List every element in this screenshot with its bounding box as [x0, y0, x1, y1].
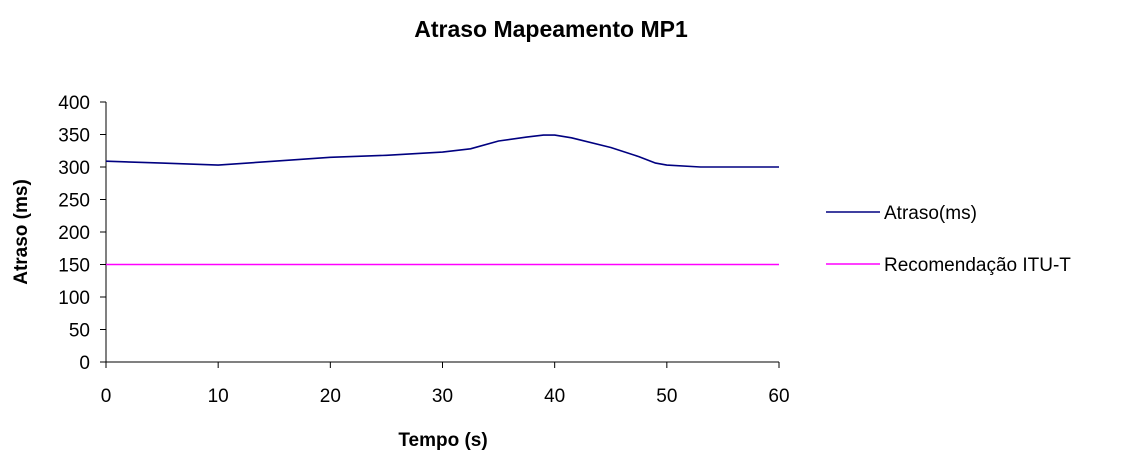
- x-tick-label: 20: [320, 386, 341, 407]
- y-tick-label: 250: [58, 191, 90, 212]
- x-tick-label: 40: [544, 386, 565, 407]
- legend-label-1: Recomendação ITU-T: [884, 255, 1071, 276]
- y-axis-title: Atraso (ms): [11, 179, 32, 285]
- x-tick-label: 50: [656, 386, 677, 407]
- legend-label-0: Atraso(ms): [884, 203, 977, 224]
- series-line-0: [105, 134, 779, 168]
- y-tick-label: 200: [58, 223, 90, 244]
- legend: Atraso(ms) Recomendação ITU-T: [826, 203, 1071, 276]
- y-tick-label: 400: [58, 93, 90, 114]
- x-tick-label: 30: [432, 386, 453, 407]
- y-tick-label: 350: [58, 126, 90, 147]
- x-tick-label: 0: [101, 386, 112, 407]
- x-tick-label: 60: [768, 386, 789, 407]
- y-tick-label: 100: [58, 288, 90, 309]
- series-layer: [105, 134, 779, 266]
- chart-title: Atraso Mapeamento MP1: [414, 16, 688, 42]
- y-tick-label: 50: [69, 321, 90, 342]
- y-tick-label: 0: [79, 353, 90, 374]
- y-tick-label: 300: [58, 158, 90, 179]
- x-tick-label: 10: [208, 386, 229, 407]
- axes: 0 50 100 150 200 250 300 350 400 0 10 20 30 40 50 60: [58, 93, 789, 407]
- y-tick-label: 150: [58, 256, 90, 277]
- x-axis-title: Tempo (s): [398, 430, 487, 451]
